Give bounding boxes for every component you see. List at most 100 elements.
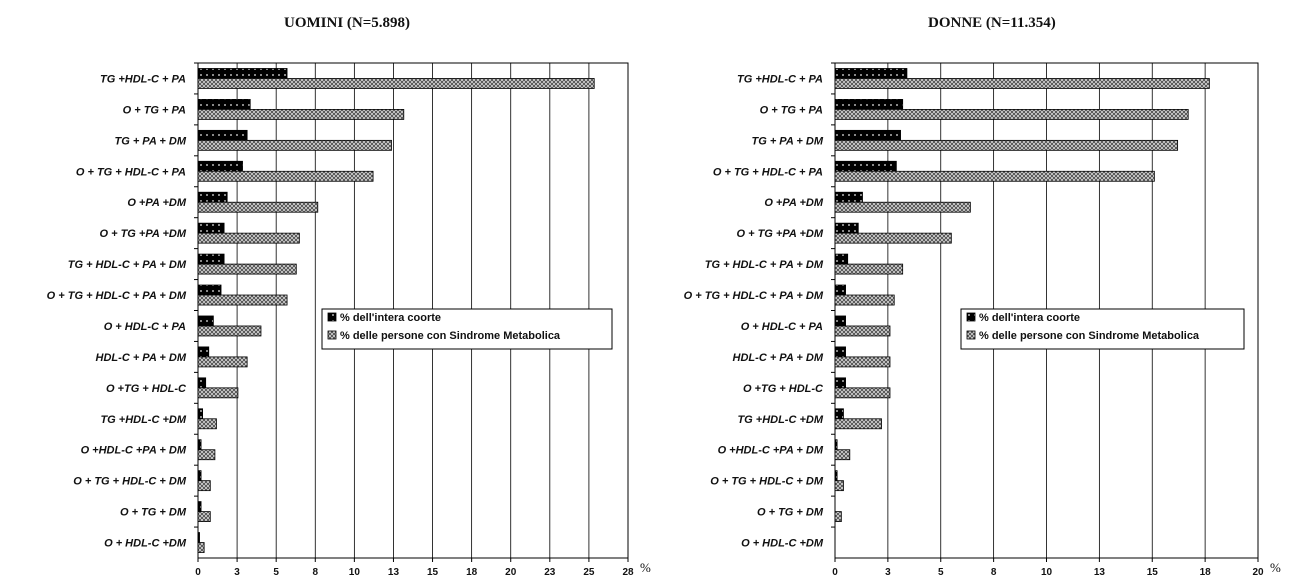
x-tick-label: 0: [195, 567, 201, 578]
bar-sindrome-metabolica: [197, 294, 288, 306]
category-label: O + HDL-C +DM: [104, 538, 187, 550]
category-label: TG + HDL-C + PA + DM: [705, 259, 824, 271]
bar-intera-coorte: [834, 129, 901, 141]
bar-intera-coorte: [834, 470, 838, 482]
category-label: O +TG + HDL-C: [106, 383, 187, 395]
bar-intera-coorte: [197, 315, 214, 327]
bar-sindrome-metabolica: [197, 109, 405, 120]
bar-sindrome-metabolica: [834, 511, 842, 522]
bar-sindrome-metabolica: [197, 356, 248, 368]
category-label: O +TG + HDL-C: [743, 383, 824, 395]
category-label: HDL-C + PA + DM: [733, 352, 824, 364]
x-tick-label: 3: [885, 567, 891, 578]
legend-swatch: [327, 330, 337, 340]
category-label: O + TG + DM: [120, 507, 187, 519]
legend-swatch: [966, 330, 976, 340]
category-label: O + TG + HDL-C + PA + DM: [684, 290, 824, 302]
bar-sindrome-metabolica: [197, 170, 374, 182]
legend-swatch: [327, 312, 337, 322]
bar-intera-coorte: [834, 439, 838, 451]
bar-sindrome-metabolica: [834, 356, 891, 368]
bar-intera-coorte: [197, 377, 207, 389]
x-tick-label: 5: [273, 567, 279, 578]
bar-sindrome-metabolica: [197, 480, 211, 492]
bar-intera-coorte: [834, 284, 846, 296]
chart-title: DONNE (N=11.354): [928, 15, 1056, 31]
bar-intera-coorte: [197, 222, 225, 234]
bar-sindrome-metabolica: [197, 387, 239, 399]
bar-intera-coorte: [834, 253, 849, 265]
x-axis-label: %: [1270, 560, 1281, 575]
bar-sindrome-metabolica: [197, 511, 211, 522]
bar-sindrome-metabolica: [834, 294, 895, 306]
category-label: TG +HDL-C + PA: [100, 73, 186, 85]
category-label: O +HDL-C +PA + DM: [718, 445, 824, 457]
bar-intera-coorte: [197, 501, 202, 512]
legend-entry: % dell'intera coorte: [340, 312, 441, 324]
bar-intera-coorte: [834, 377, 846, 389]
x-tick-label: 0: [832, 567, 838, 578]
bar-intera-coorte: [834, 68, 908, 79]
legend: % dell'intera coorte % delle persone con …: [321, 308, 613, 350]
category-label: TG +HDL-C + PA: [737, 73, 823, 85]
x-tick-label: 13: [388, 567, 400, 578]
bar-intera-coorte: [834, 408, 844, 420]
bar-intera-coorte: [197, 191, 228, 203]
bar-sindrome-metabolica: [197, 263, 297, 275]
bar-sindrome-metabolica: [834, 480, 844, 492]
bar-sindrome-metabolica: [197, 201, 319, 213]
category-label: O + HDL-C +DM: [741, 538, 824, 550]
x-tick-label: 10: [349, 567, 361, 578]
x-tick-label: 28: [622, 567, 634, 578]
x-axis-label: %: [640, 560, 651, 575]
chart-uomini: UOMINI (N=5.898) 0 3 5 8 10 13 15 18 20 23 25 28 % TG …: [47, 15, 651, 578]
x-tick-label: 23: [544, 567, 556, 578]
bar-intera-coorte: [197, 160, 243, 172]
legend-entry: % delle persone con Sindrome Metabolica: [979, 330, 1200, 342]
chart-donne: DONNE (N=11.354) 0 3 5 8 10 13 15 18 20 % TG +HDL-C…: [684, 15, 1281, 578]
bar-sindrome-metabolica: [197, 449, 216, 461]
x-tick-label: 15: [1147, 567, 1159, 578]
bar-intera-coorte: [197, 532, 200, 543]
category-label: TG + PA + DM: [114, 135, 186, 147]
bar-intera-coorte: [834, 222, 859, 234]
x-tick-label: 5: [938, 567, 944, 578]
x-tick-label: 8: [991, 567, 997, 578]
category-label: O +PA +DM: [127, 197, 187, 209]
category-label: O + TG + DM: [757, 507, 824, 519]
x-tick-label: 18: [1200, 567, 1212, 578]
legend-box: [321, 308, 613, 350]
bar-intera-coorte: [197, 284, 222, 296]
bar-sindrome-metabolica: [834, 418, 882, 430]
category-label: TG +HDL-C +DM: [737, 414, 823, 426]
bar-sindrome-metabolica: [834, 201, 971, 213]
x-tick-label: 20: [505, 567, 517, 578]
bar-sindrome-metabolica: [834, 449, 851, 461]
bar-intera-coorte: [834, 315, 846, 327]
category-label: O + TG + HDL-C + PA: [76, 166, 186, 178]
bar-intera-coorte: [197, 470, 202, 482]
legend-entry: % delle persone con Sindrome Metabolica: [340, 330, 561, 342]
bar-sindrome-metabolica: [834, 232, 952, 244]
legend-swatch: [966, 312, 976, 322]
bar-sindrome-metabolica: [834, 263, 904, 275]
bar-sindrome-metabolica: [197, 232, 300, 244]
bar-intera-coorte: [834, 191, 863, 203]
category-label: O +HDL-C +PA + DM: [81, 445, 187, 457]
bar-intera-coorte: [197, 99, 251, 110]
category-label: O + HDL-C + PA: [741, 321, 823, 333]
bar-sindrome-metabolica: [197, 542, 205, 553]
bar-sindrome-metabolica: [197, 325, 262, 337]
bar-sindrome-metabolica: [197, 418, 217, 430]
category-label: O + TG + HDL-C + DM: [710, 476, 824, 488]
category-label: TG + PA + DM: [751, 135, 823, 147]
category-label: O +PA +DM: [764, 197, 824, 209]
category-label: O + HDL-C + PA: [104, 321, 186, 333]
category-label: O + TG + HDL-C + DM: [73, 476, 187, 488]
bar-sindrome-metabolica: [834, 139, 1179, 151]
x-tick-label: 25: [583, 567, 595, 578]
bar-sindrome-metabolica: [834, 387, 891, 399]
category-label: O + TG + HDL-C + PA + DM: [47, 290, 187, 302]
legend: % dell'intera coorte % delle persone con …: [960, 308, 1245, 350]
